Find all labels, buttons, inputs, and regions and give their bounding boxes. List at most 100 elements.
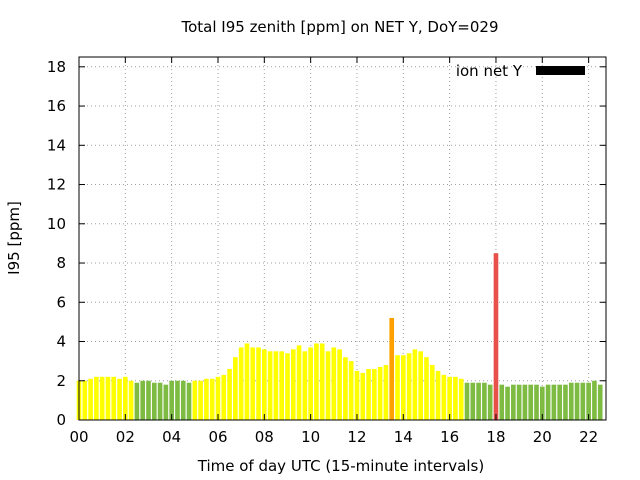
bar (140, 380, 146, 420)
bar (151, 382, 157, 420)
bar (99, 376, 105, 420)
bar (389, 317, 395, 420)
y-tick-label: 0 (56, 411, 66, 429)
bar (511, 384, 516, 420)
bar (215, 376, 221, 420)
bar (348, 361, 354, 420)
bar (539, 386, 545, 420)
bar (262, 349, 267, 420)
bar (435, 370, 441, 420)
bar (470, 382, 476, 420)
y-tick-label: 14 (47, 136, 66, 154)
bar (574, 382, 580, 420)
x-tick-label: 10 (301, 428, 320, 446)
y-axis-label: I95 [ppm] (5, 201, 23, 275)
bar (238, 347, 244, 420)
bar (157, 382, 163, 420)
x-tick-label: 16 (440, 428, 459, 446)
bar (400, 355, 406, 420)
chart-title: Total I95 zenith [ppm] on NET Y, DoY=029 (180, 18, 498, 36)
bar (105, 376, 111, 420)
bar (372, 368, 377, 420)
legend-swatch (536, 66, 585, 75)
bar (458, 378, 464, 420)
bar (354, 370, 360, 420)
plot-frame (78, 56, 607, 421)
bar (441, 374, 447, 420)
bar (447, 376, 452, 420)
bar (267, 351, 273, 420)
bar (592, 380, 597, 420)
bar (377, 367, 383, 420)
bar (227, 368, 232, 420)
bar (568, 382, 574, 420)
bar (186, 382, 192, 420)
bar (256, 347, 261, 420)
x-tick-label: 12 (347, 428, 366, 446)
x-tick-label: 18 (486, 428, 505, 446)
bar (302, 351, 308, 420)
bar (534, 384, 539, 420)
bar (406, 353, 412, 420)
bar (337, 349, 342, 420)
bar (597, 384, 603, 420)
bar (279, 351, 285, 420)
x-tick-label: 20 (533, 428, 552, 446)
bar (557, 384, 562, 420)
bar (424, 357, 429, 420)
legend: ion net Y (456, 62, 585, 80)
bar (180, 380, 186, 420)
bar (325, 351, 331, 420)
y-tick-label: 12 (47, 176, 66, 194)
legend-label: ion net Y (456, 62, 523, 80)
bar (192, 380, 198, 420)
bar (580, 382, 586, 420)
bar (204, 378, 209, 420)
bar (505, 386, 510, 420)
x-tick-label: 02 (116, 428, 135, 446)
y-tick-label: 10 (47, 215, 66, 233)
bar (163, 384, 169, 420)
bar (522, 384, 528, 420)
bar (366, 368, 371, 420)
bar (221, 374, 227, 420)
bar (487, 384, 493, 420)
y-tick-label: 18 (47, 58, 66, 76)
bar (134, 382, 140, 420)
x-axis-label: Time of day UTC (15-minute intervals) (197, 457, 484, 475)
bar (563, 384, 568, 420)
bar (360, 372, 366, 420)
bar (111, 376, 117, 420)
bar (545, 384, 551, 420)
bar (499, 384, 505, 420)
bar (296, 345, 302, 420)
y-tick-label: 16 (47, 97, 66, 115)
bar (117, 378, 122, 420)
y-tick-label: 6 (56, 293, 66, 311)
bar (169, 380, 174, 420)
bar (88, 378, 93, 420)
y-tick-label: 8 (56, 254, 66, 272)
bar (482, 382, 487, 420)
x-tick-label: 04 (162, 428, 181, 446)
bar (82, 380, 88, 420)
bar (493, 253, 499, 420)
bar (319, 343, 325, 420)
bar (383, 365, 389, 420)
bar (453, 376, 458, 420)
bar (476, 382, 481, 420)
bar (250, 347, 256, 420)
bar (308, 347, 313, 420)
x-tick-label: 22 (579, 428, 598, 446)
bar (290, 349, 296, 420)
bar (123, 376, 128, 420)
bars (76, 253, 603, 420)
bar (429, 365, 435, 420)
bar (516, 384, 522, 420)
bar (198, 380, 203, 420)
bar (586, 382, 591, 420)
bar (128, 380, 134, 420)
bar (418, 351, 423, 420)
